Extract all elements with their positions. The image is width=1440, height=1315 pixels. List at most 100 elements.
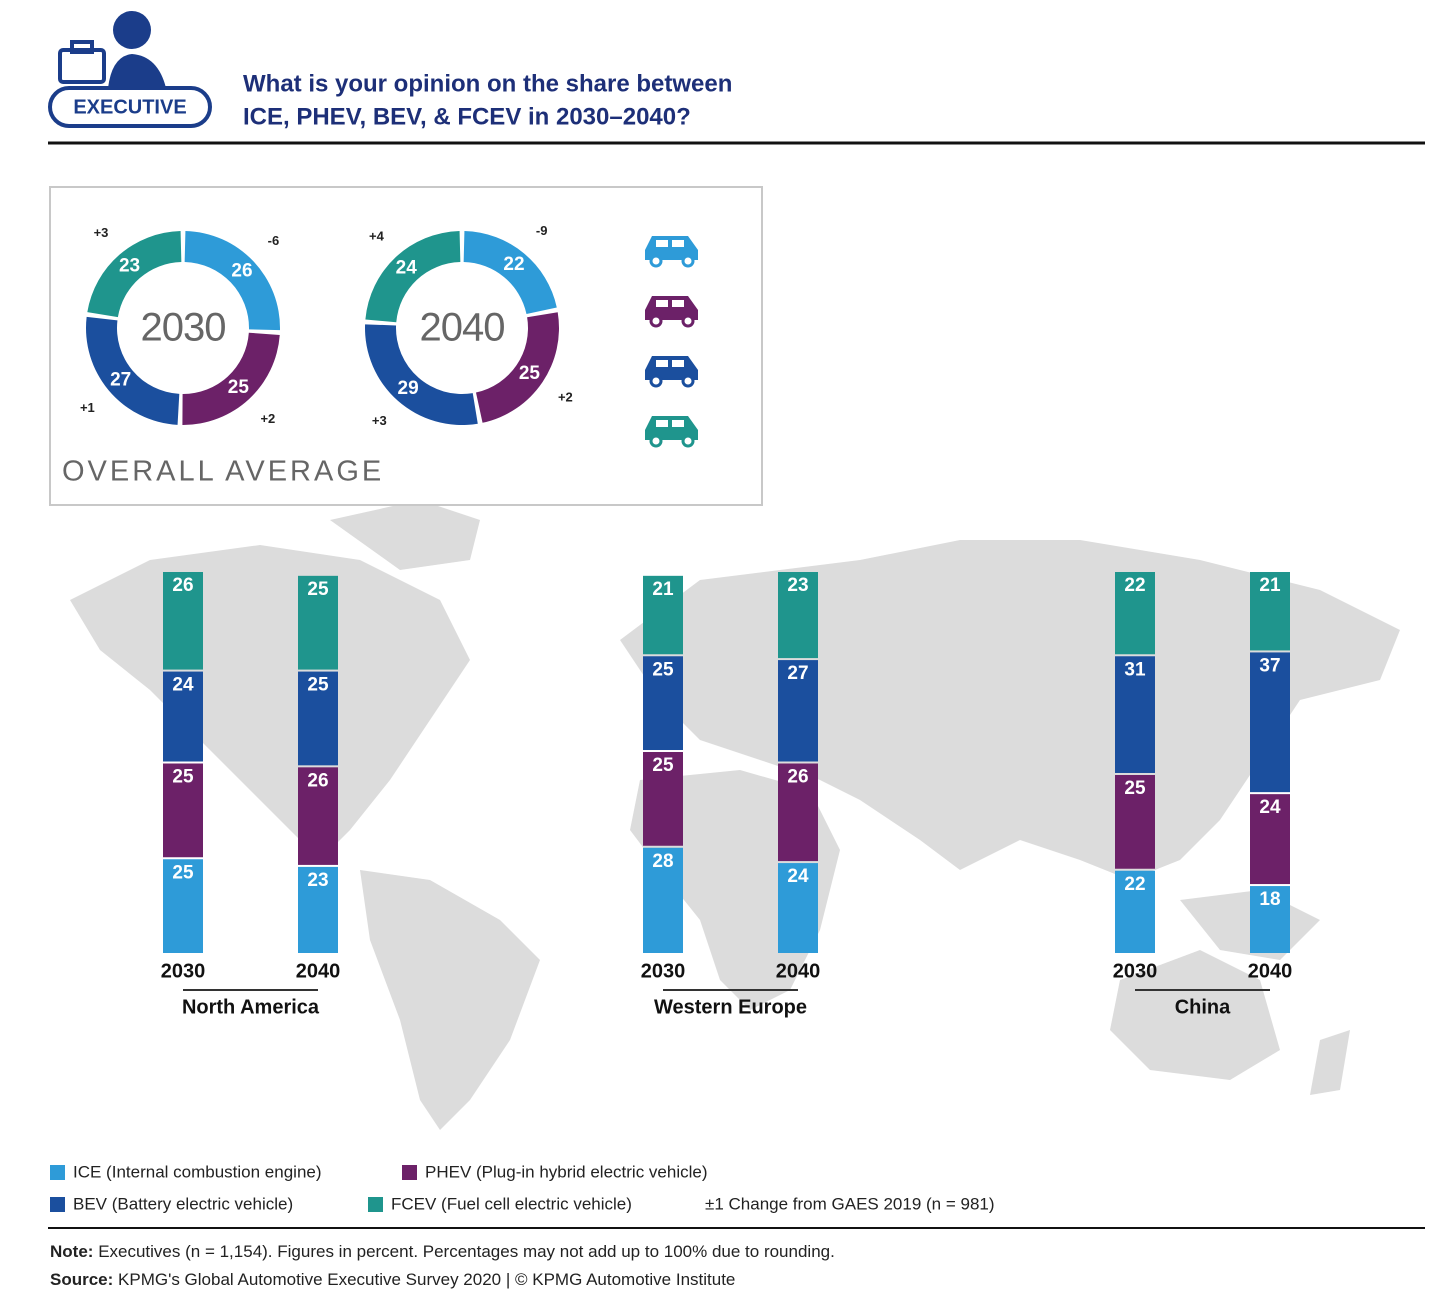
segment-label: 25 bbox=[307, 579, 329, 600]
note: Note: Executives (n = 1,154). Figures in… bbox=[50, 1242, 835, 1261]
bar-segment bbox=[643, 847, 683, 953]
segment-label: 27 bbox=[787, 663, 808, 684]
donut-center: 2040 bbox=[420, 306, 505, 350]
car-icon bbox=[656, 240, 668, 247]
bar-segment bbox=[778, 863, 818, 953]
bar-segment bbox=[163, 859, 203, 953]
change-label: -6 bbox=[268, 233, 280, 248]
year-label: 2030 bbox=[641, 960, 686, 982]
donut-segment bbox=[86, 316, 180, 425]
title-line: What is your opinion on the share betwee… bbox=[243, 70, 732, 97]
segment-label: 25 bbox=[652, 755, 674, 776]
segment-label: 28 bbox=[652, 851, 673, 872]
change-label: -9 bbox=[536, 223, 548, 238]
bar-segment bbox=[163, 572, 203, 670]
bar-segment bbox=[298, 866, 338, 953]
legend-swatch bbox=[368, 1197, 383, 1212]
segment-label: 21 bbox=[652, 579, 674, 600]
bar-segment bbox=[1115, 572, 1155, 655]
bar-segment bbox=[1250, 572, 1290, 651]
note-text: Executives (n = 1,154). Figures in perce… bbox=[98, 1242, 835, 1261]
segment-label: 23 bbox=[787, 575, 808, 596]
segment-label: 22 bbox=[503, 254, 524, 275]
donut-segment bbox=[475, 312, 559, 423]
bar-segment bbox=[778, 763, 818, 862]
car-icon bbox=[681, 374, 695, 388]
donut-segment bbox=[463, 231, 557, 315]
car-icon bbox=[681, 314, 695, 328]
legend-label: ICE (Internal combustion engine) bbox=[73, 1162, 322, 1181]
region-label: Western Europe bbox=[654, 996, 807, 1018]
world-map bbox=[70, 500, 1400, 1130]
segment-label: 25 bbox=[1124, 778, 1146, 799]
donut-segment bbox=[365, 324, 478, 426]
region-label: China bbox=[1175, 996, 1231, 1018]
donut-segment bbox=[87, 231, 182, 318]
donut-segment bbox=[365, 231, 461, 323]
segment-label: 37 bbox=[1259, 655, 1280, 676]
bar-segment bbox=[298, 767, 338, 865]
overall-label: OVERALL AVERAGE bbox=[62, 456, 384, 488]
car-icon bbox=[649, 374, 663, 388]
segment-label: 25 bbox=[172, 862, 194, 883]
segment-label: 24 bbox=[787, 866, 809, 887]
bar-segment bbox=[643, 752, 683, 846]
car-icon bbox=[656, 300, 668, 307]
car-icon bbox=[672, 300, 684, 307]
source: Source: KPMG's Global Automotive Executi… bbox=[50, 1270, 735, 1289]
donut-center: 2030 bbox=[141, 306, 226, 350]
segment-label: 25 bbox=[228, 377, 250, 398]
legend-label: BEV (Battery electric vehicle) bbox=[73, 1194, 293, 1213]
car-icon bbox=[681, 434, 695, 448]
donut-segment bbox=[184, 231, 281, 331]
legend-swatch bbox=[50, 1197, 65, 1212]
year-label: 2040 bbox=[1248, 960, 1293, 982]
car-icon bbox=[649, 434, 663, 448]
segment-label: 22 bbox=[1124, 575, 1145, 596]
car-icon bbox=[672, 420, 684, 427]
year-label: 2030 bbox=[161, 960, 206, 982]
bar-segment bbox=[1115, 870, 1155, 953]
segment-label: 27 bbox=[110, 370, 131, 391]
change-label: +3 bbox=[372, 413, 387, 428]
year-label: 2030 bbox=[1113, 960, 1158, 982]
bar-segment bbox=[1115, 774, 1155, 869]
bar-segment bbox=[778, 660, 818, 762]
segment-label: 24 bbox=[1259, 797, 1281, 818]
change-label: +3 bbox=[94, 225, 109, 240]
bar-segment bbox=[1115, 656, 1155, 773]
segment-label: 23 bbox=[307, 870, 328, 891]
change-note: ±1 Change from GAES 2019 (n = 981) bbox=[705, 1194, 995, 1213]
segment-label: 26 bbox=[231, 261, 252, 282]
segment-label: 26 bbox=[172, 575, 193, 596]
bar-segment bbox=[298, 671, 338, 766]
car-icon bbox=[681, 254, 695, 268]
donut-segment bbox=[182, 332, 280, 426]
year-label: 2040 bbox=[296, 960, 341, 982]
bar-segment bbox=[643, 575, 683, 655]
segment-label: 26 bbox=[307, 770, 328, 791]
change-label: +2 bbox=[260, 411, 275, 426]
segment-label: 31 bbox=[1124, 659, 1146, 680]
bar-segment bbox=[298, 575, 338, 670]
car-icon bbox=[656, 420, 668, 427]
segment-label: 25 bbox=[652, 659, 674, 680]
source-text: KPMG's Global Automotive Executive Surve… bbox=[118, 1270, 735, 1289]
legend-swatch bbox=[50, 1165, 65, 1180]
segment-label: 25 bbox=[519, 363, 541, 384]
change-label: +2 bbox=[558, 390, 573, 405]
region-label: North America bbox=[182, 996, 320, 1018]
legend-label: PHEV (Plug-in hybrid electric vehicle) bbox=[425, 1162, 708, 1181]
car-icon bbox=[649, 314, 663, 328]
segment-label: 29 bbox=[398, 378, 419, 399]
change-label: +1 bbox=[80, 400, 95, 415]
note-label: Note: bbox=[50, 1242, 93, 1261]
bar-segment bbox=[1250, 886, 1290, 953]
segment-label: 24 bbox=[396, 258, 418, 279]
segment-label: 22 bbox=[1124, 874, 1145, 895]
bar-segment bbox=[778, 572, 818, 659]
bar-segment bbox=[1250, 652, 1290, 793]
legend-swatch bbox=[402, 1165, 417, 1180]
car-icon bbox=[656, 360, 668, 367]
